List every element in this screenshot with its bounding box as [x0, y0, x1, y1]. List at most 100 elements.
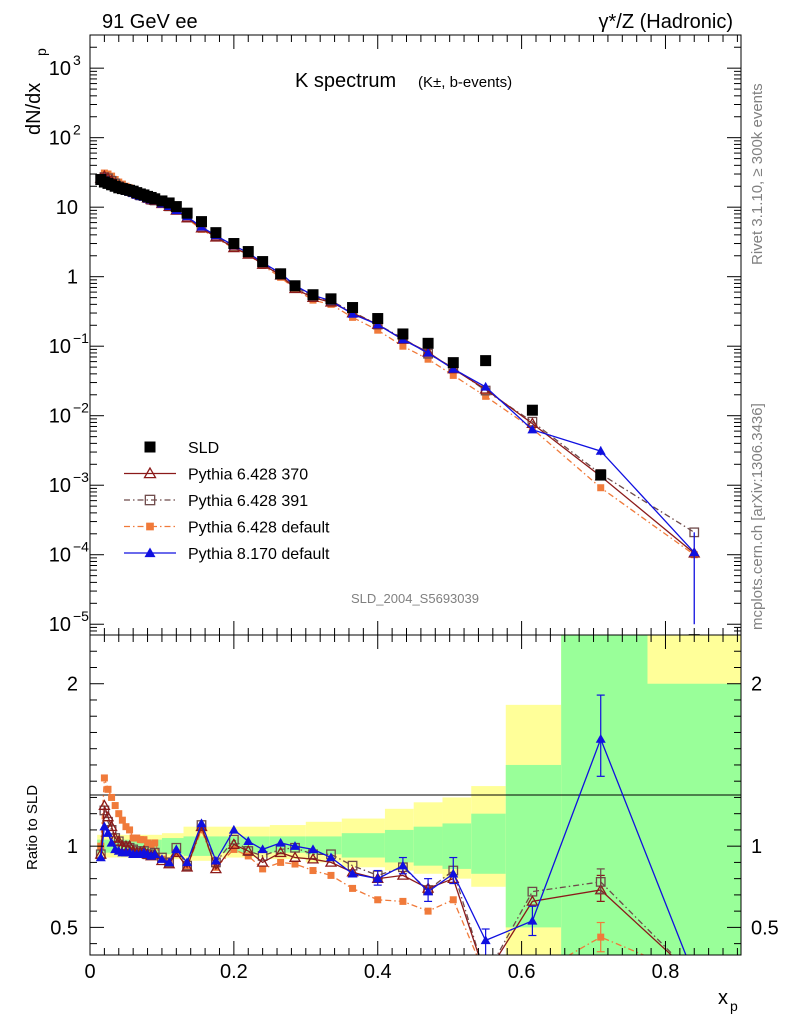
ratio-point [399, 897, 407, 905]
ratio-point [106, 837, 117, 847]
legend-marker [144, 441, 156, 453]
data-point [257, 256, 269, 268]
ratio-point [307, 844, 318, 854]
y-tick-label-exponent: −3 [73, 469, 89, 485]
data-point [448, 363, 459, 373]
ratio-point [449, 896, 457, 904]
top-error-bars [600, 446, 695, 625]
data-point [149, 193, 161, 205]
legend-item-0: SLD [144, 440, 219, 457]
uncertainty-band-inner [505, 764, 562, 928]
ratio-point [347, 860, 358, 871]
data-point [480, 355, 492, 367]
y-tick-label-exponent: 2 [73, 122, 81, 138]
ratio-point [136, 836, 144, 844]
data-point [597, 484, 605, 492]
data-point [347, 302, 359, 314]
data-point [275, 268, 287, 280]
ratio-point [156, 854, 167, 863]
ratio-point [133, 834, 141, 842]
ratio-point [126, 826, 134, 834]
data-point [372, 313, 384, 325]
uncertainty-band-inner [413, 826, 443, 866]
data-point [423, 347, 434, 357]
ratio-point [118, 816, 126, 824]
ratio-y-tick-label-right: 0.5 [751, 917, 779, 939]
uncertainty-band-inner [183, 836, 220, 856]
y-tick-label: 10 [49, 58, 71, 80]
ratio-point [526, 895, 539, 906]
legend-label: Pythia 6.428 default [188, 520, 330, 537]
ratio-point [349, 884, 357, 892]
series-4 [95, 173, 700, 557]
data-point [399, 342, 407, 350]
header-process-label: γ*/Z (Hadronic) [599, 11, 733, 33]
analysis-watermark: SLD_2004_S5693039 [351, 591, 479, 606]
ratio-y-axis-label: Ratio to SLD [24, 785, 41, 870]
ratio-point [257, 844, 268, 854]
ratio-point [277, 858, 285, 866]
ratio-point [196, 818, 207, 828]
legend: SLD Pythia 6.428 370 Pythia 6.428 391 Pythi… [124, 440, 330, 563]
y-tick-label: 10 [49, 128, 71, 150]
data-point [424, 355, 432, 363]
y-tick-label-exponent: −2 [73, 400, 89, 416]
data-point [447, 357, 459, 369]
data-point [397, 328, 409, 340]
ratio-point [396, 869, 410, 880]
ratio-point [111, 802, 119, 810]
ratio-point [101, 810, 115, 822]
uncertainty-band-inner [442, 823, 472, 869]
data-point [374, 326, 382, 334]
y-tick-label: 10 [49, 614, 71, 636]
ratio-point [227, 838, 240, 849]
ratio-point [230, 845, 238, 853]
ratio-point [325, 852, 336, 862]
data-point [325, 293, 337, 305]
ratio-error-bars [373, 694, 605, 955]
ratio-point [209, 862, 223, 874]
ratio-y-tick-label-right: 2 [751, 674, 762, 696]
ratio-point [290, 841, 301, 850]
data-point [195, 216, 207, 228]
y-tick-label-exponent: −4 [73, 539, 89, 555]
y-tick-label: 1 [67, 267, 78, 289]
y-tick-label: 10 [49, 475, 71, 497]
ratio-point [151, 839, 159, 847]
x-axis-label: x p [718, 987, 738, 1014]
ratio-point [424, 907, 432, 915]
ratio-point [274, 846, 287, 858]
mcplots-label: mcplots.cern.ch [arXiv:1306.3436] [749, 403, 766, 630]
y-tick-label-exponent: 3 [73, 52, 81, 68]
x-tick-label: 0.2 [220, 961, 248, 983]
ratio-point [259, 865, 267, 873]
ratio-point [291, 860, 299, 868]
x-tick-label: 0 [84, 961, 95, 983]
y-tick-label-exponent: −1 [73, 330, 89, 346]
ratio-point [164, 857, 175, 867]
data-point [228, 238, 240, 250]
ratio-point [180, 860, 194, 872]
y-tick-label: 10 [49, 406, 71, 428]
x-tick-label: 0.6 [508, 961, 536, 983]
data-point [170, 201, 182, 213]
ratio-point [147, 841, 155, 849]
legend-marker [144, 547, 156, 558]
ratio-point [210, 855, 221, 865]
uncertainty-band-inner [471, 813, 506, 874]
x-tick-label: 0.8 [652, 961, 680, 983]
series-0 [95, 174, 700, 635]
ratio-point [288, 851, 302, 862]
ratio-point [129, 834, 137, 842]
x-tick-label: 0.4 [364, 961, 392, 983]
ratio-point [327, 871, 335, 879]
legend-label: Pythia 6.428 391 [188, 493, 308, 510]
y-tick-label: 10 [49, 336, 71, 358]
data-point [527, 424, 538, 434]
ratio-point [112, 834, 125, 846]
data-point [526, 404, 538, 416]
rivet-version-label: Rivet 3.1.10, ≥ 300k events [749, 83, 766, 265]
plot-title-sub: (K±, b-events) [418, 74, 512, 91]
ratio-point [144, 839, 152, 847]
ratio-point [108, 793, 116, 801]
